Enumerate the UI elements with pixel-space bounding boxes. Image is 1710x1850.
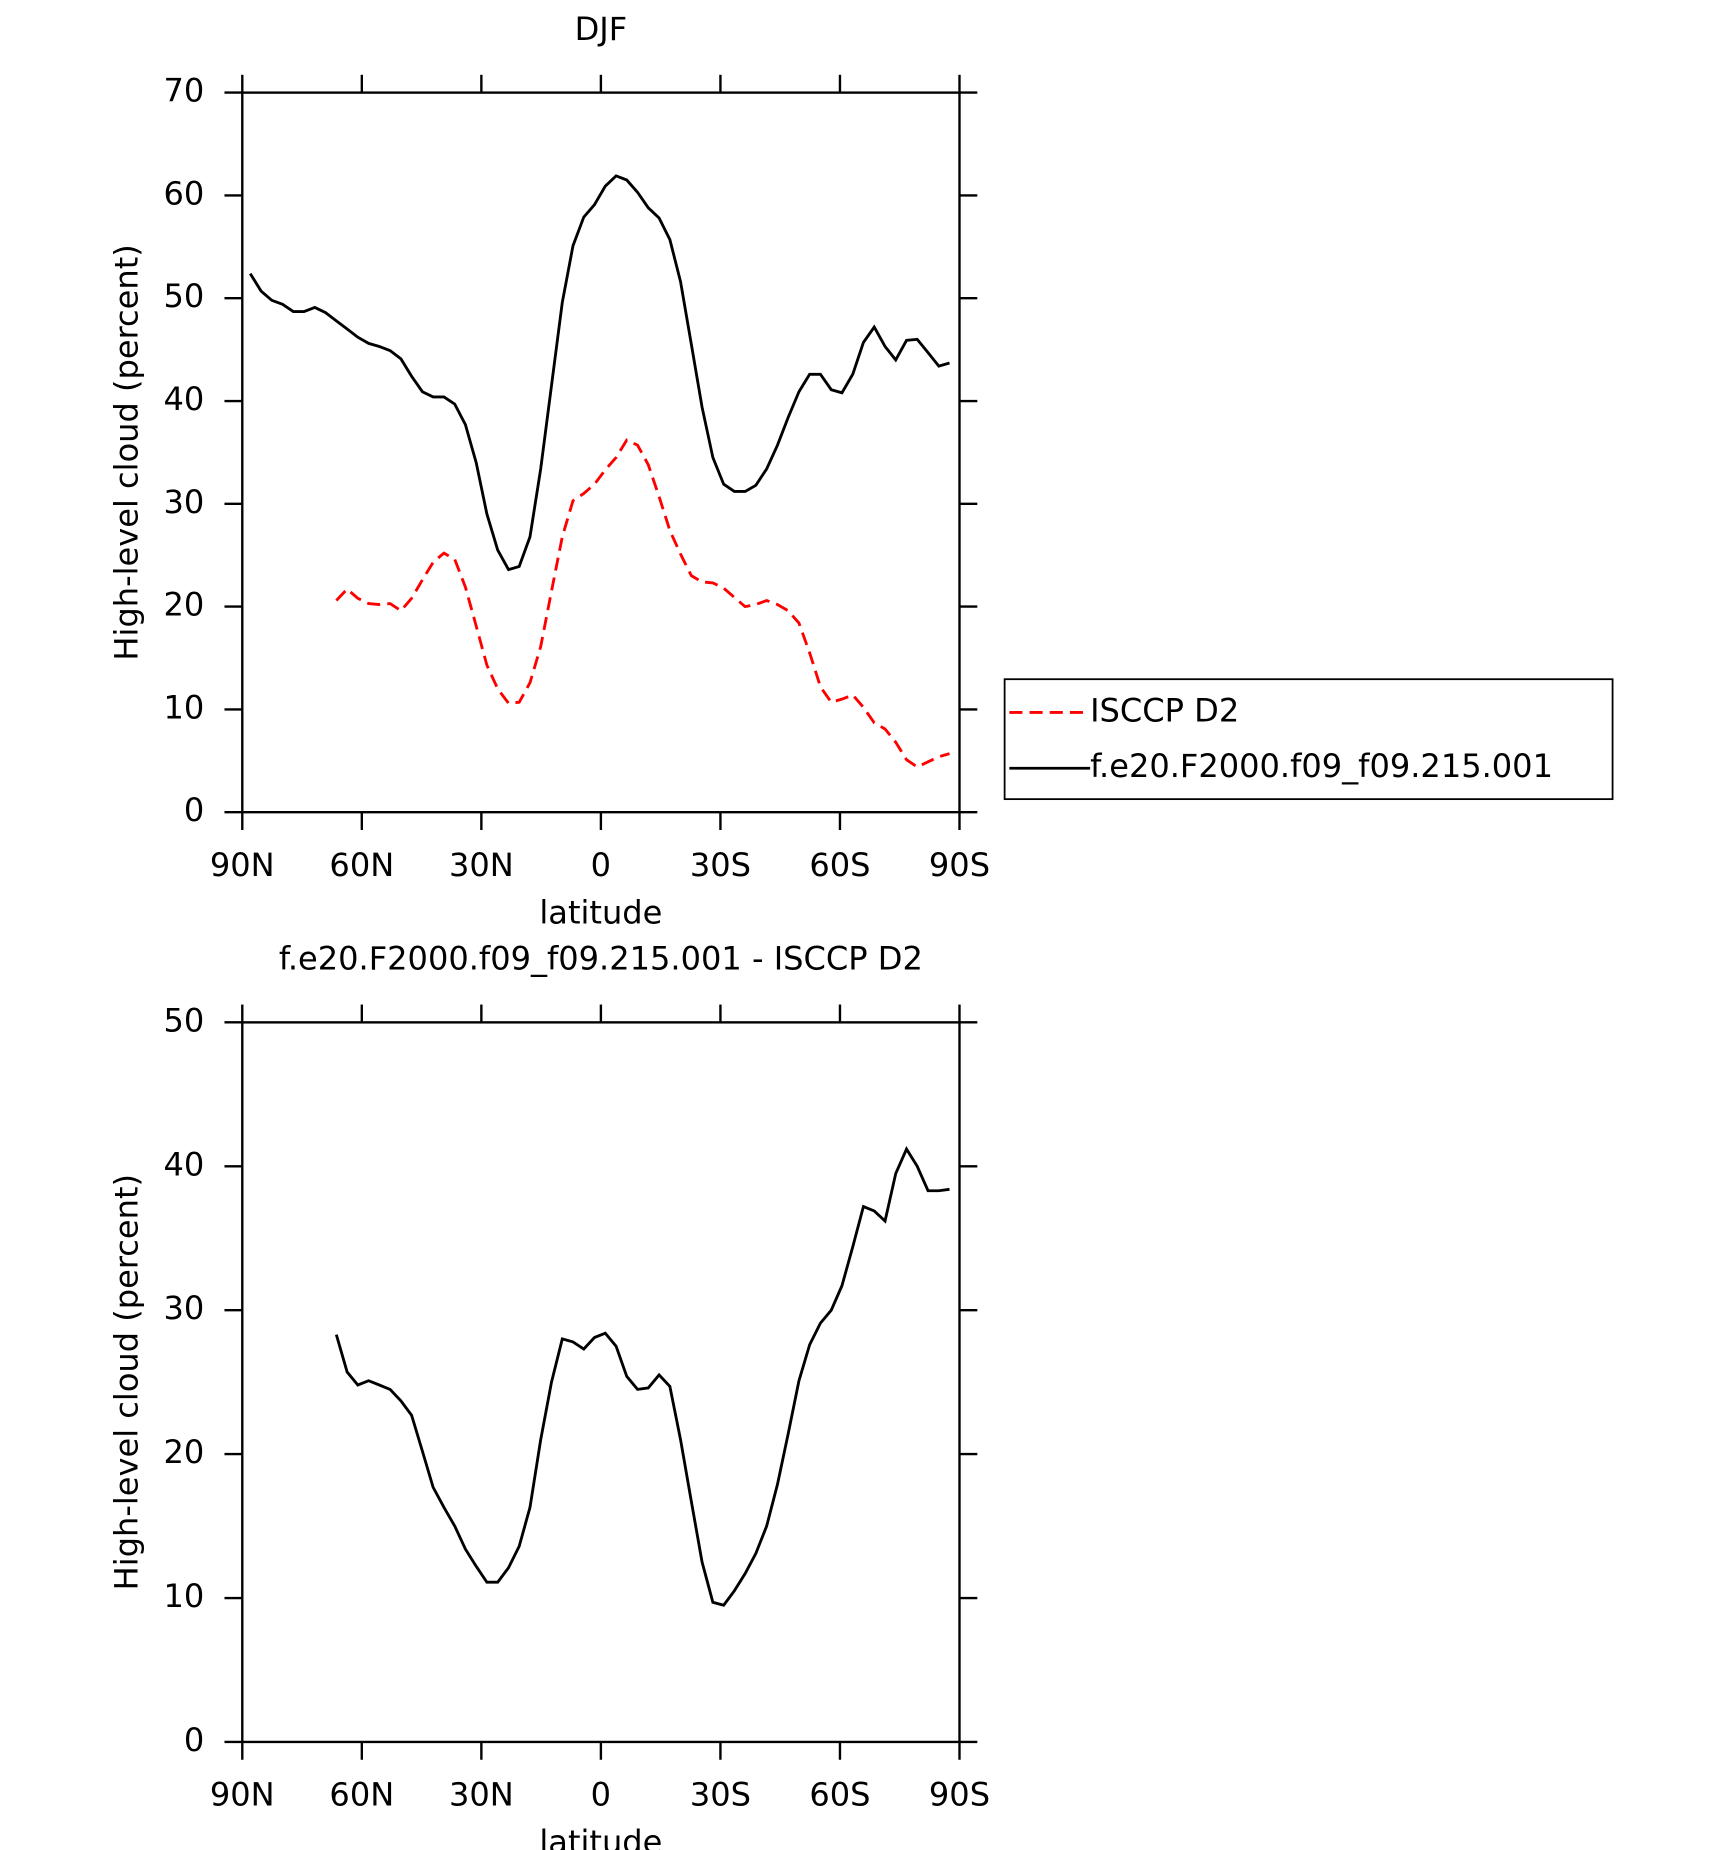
- legend-box: [1003, 678, 1614, 801]
- x-tick-label: 60N: [329, 846, 394, 884]
- plot-frame: [241, 1021, 961, 1744]
- y-tick-label: 30: [164, 483, 205, 521]
- x-axis-label: latitude: [539, 893, 662, 931]
- x-axis-label: latitude: [539, 1823, 662, 1850]
- x-tick-label: 30N: [449, 1776, 514, 1814]
- y-tick-label: 60: [164, 174, 205, 212]
- x-tick-label: 60N: [329, 1776, 394, 1814]
- y-tick-label: 10: [164, 1577, 205, 1615]
- y-tick-label: 70: [164, 72, 205, 110]
- legend-label: ISCCP D2: [1090, 691, 1239, 729]
- x-tick-label: 90S: [929, 1776, 990, 1814]
- x-tick-label: 60S: [809, 846, 870, 884]
- y-axis-label: High-level cloud (percent): [107, 1174, 145, 1590]
- x-tick-label: 30S: [690, 1776, 751, 1814]
- x-tick-label: 30N: [449, 846, 514, 884]
- y-tick-label: 20: [164, 586, 205, 624]
- data-line: [335, 438, 950, 769]
- x-tick-label: 90N: [210, 1776, 275, 1814]
- plot-frame: [241, 91, 961, 814]
- chart-title: f.e20.F2000.f09_f09.215.001 - ISCCP D2: [279, 940, 923, 978]
- y-tick-label: 50: [164, 277, 205, 315]
- x-tick-label: 0: [591, 846, 611, 884]
- data-line: [249, 174, 950, 572]
- y-tick-label: 10: [164, 688, 205, 726]
- y-tick-label: 40: [164, 1145, 205, 1183]
- y-tick-label: 20: [164, 1433, 205, 1471]
- chart-title: DJF: [575, 10, 628, 48]
- y-tick-label: 40: [164, 380, 205, 418]
- x-tick-label: 0: [591, 1776, 611, 1814]
- legend-label: f.e20.F2000.f09_f09.215.001: [1090, 747, 1553, 785]
- y-tick-label: 0: [184, 791, 204, 829]
- x-tick-label: 60S: [809, 1776, 870, 1814]
- x-tick-label: 90N: [210, 846, 275, 884]
- x-tick-label: 90S: [929, 846, 990, 884]
- y-tick-label: 0: [184, 1721, 204, 1759]
- x-tick-label: 30S: [690, 846, 751, 884]
- y-tick-label: 30: [164, 1289, 205, 1327]
- data-line: [334, 1146, 950, 1607]
- y-axis-label: High-level cloud (percent): [107, 244, 145, 660]
- y-tick-label: 50: [164, 1001, 205, 1039]
